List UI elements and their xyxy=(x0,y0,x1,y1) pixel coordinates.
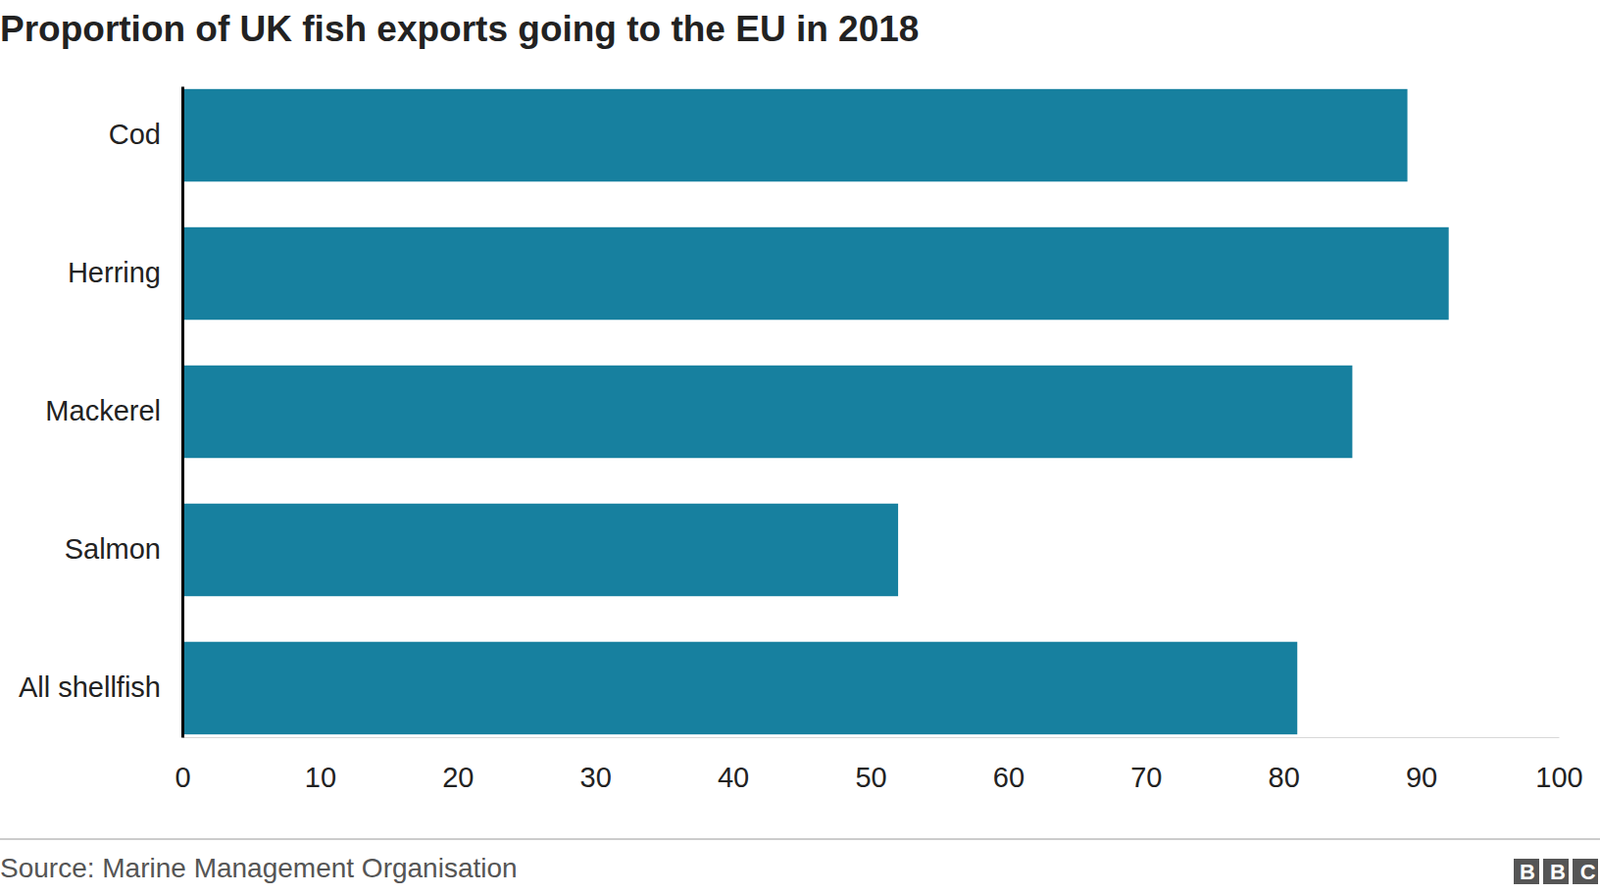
x-tick-label: 20 xyxy=(442,761,474,794)
x-tick-label: 80 xyxy=(1268,761,1300,794)
x-tick-label: 0 xyxy=(174,761,191,794)
x-axis: 0 10 20 30 40 50 60 70 80 90 100 xyxy=(174,737,1583,794)
y-tick-label: Mackerel xyxy=(45,395,161,427)
y-tick-label: All shellfish xyxy=(18,671,161,703)
y-tick-label: Herring xyxy=(67,256,161,289)
x-tick: 50 xyxy=(854,737,887,794)
logo: BBC xyxy=(1513,858,1600,885)
y-tick: Mackerel xyxy=(45,395,183,427)
x-tick: 40 xyxy=(717,737,750,794)
x-tick-label: 40 xyxy=(717,761,750,794)
x-tick: 0 xyxy=(174,737,191,794)
y-tick: Herring xyxy=(67,256,183,289)
x-tick: 10 xyxy=(304,737,337,794)
y-axis-line xyxy=(181,87,185,739)
bar xyxy=(182,365,1352,458)
y-tick: All shellfish xyxy=(18,671,183,703)
y-tick: Salmon xyxy=(64,533,183,565)
x-tick-label: 50 xyxy=(854,761,887,794)
x-tick-label: 10 xyxy=(304,761,337,794)
x-tick: 80 xyxy=(1268,737,1300,794)
x-tick-label: 100 xyxy=(1535,761,1583,794)
bar xyxy=(182,503,899,597)
x-tick: 70 xyxy=(1130,737,1162,794)
source: Source: Marine Management Organisation xyxy=(0,852,518,884)
x-tick: 20 xyxy=(442,737,474,794)
logo-text: BBC xyxy=(1519,859,1600,885)
bar xyxy=(182,89,1408,182)
y-tick-label: Salmon xyxy=(64,533,161,565)
x-tick: 90 xyxy=(1405,737,1438,794)
x-tick-label: 30 xyxy=(580,761,612,794)
x-tick: 100 xyxy=(1535,737,1583,794)
y-tick: Cod xyxy=(108,118,183,150)
title: Proportion of UK fish exports going to t… xyxy=(0,8,919,50)
footer-rule xyxy=(0,839,1600,841)
x-tick: 60 xyxy=(993,737,1025,794)
y-tick-label: Cod xyxy=(108,118,161,150)
x-tick-label: 70 xyxy=(1130,761,1162,794)
x-tick-label: 60 xyxy=(993,761,1025,794)
x-axis-line xyxy=(183,737,1560,739)
x-tick-label: 90 xyxy=(1405,761,1438,794)
x-tick: 30 xyxy=(580,737,612,794)
bars xyxy=(182,89,1450,735)
bar xyxy=(182,227,1450,320)
bar xyxy=(182,642,1298,735)
y-axis: Cod Herring Mackerel Salmon All shellfish xyxy=(18,87,184,739)
